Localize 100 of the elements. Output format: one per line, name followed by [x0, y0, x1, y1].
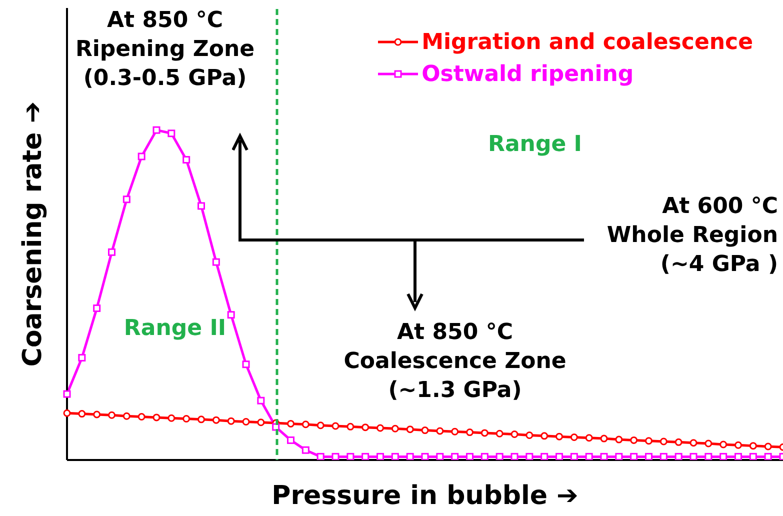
point: [362, 452, 370, 460]
point: [421, 452, 429, 460]
point: [63, 409, 71, 417]
point: [257, 396, 265, 404]
point: [466, 428, 474, 436]
point: [764, 452, 772, 460]
point: [122, 412, 130, 420]
point: [734, 441, 742, 449]
point: [764, 442, 772, 450]
point: [302, 446, 310, 454]
point: [585, 434, 593, 442]
point: [600, 452, 608, 460]
point: [406, 452, 414, 460]
point: [168, 414, 176, 422]
point: [362, 424, 370, 432]
point: [674, 452, 682, 460]
point: [570, 433, 578, 441]
point: [391, 452, 399, 460]
point: [704, 452, 712, 460]
point: [376, 452, 384, 460]
point: [376, 424, 384, 432]
point: [556, 432, 563, 440]
point: [212, 258, 220, 266]
point: [302, 420, 310, 428]
point: [645, 437, 652, 445]
point: [526, 452, 534, 460]
point: [257, 418, 265, 426]
point: [436, 427, 444, 435]
point: [660, 452, 668, 460]
x-axis-title: Pressure in bubble ➔: [272, 481, 578, 511]
point: [749, 442, 757, 450]
point: [152, 126, 160, 134]
point: [630, 452, 638, 460]
point: [704, 440, 712, 448]
point: [540, 452, 548, 460]
point: [496, 430, 504, 438]
point: [212, 416, 220, 424]
annotation: At 850 °C Coalescence Zone (~1.3 GPa): [342, 319, 568, 405]
point: [316, 452, 324, 460]
point: [346, 422, 354, 430]
point: [138, 413, 146, 421]
point: [198, 202, 205, 210]
point: [615, 452, 623, 460]
point: [168, 130, 176, 138]
point: [660, 438, 668, 446]
point: [585, 452, 593, 460]
point: [63, 390, 71, 398]
point: [421, 426, 429, 434]
point: [78, 410, 86, 418]
legend-label: Ostwald ripening: [422, 62, 634, 86]
point: [316, 422, 324, 430]
point: [108, 411, 116, 419]
point: [138, 152, 146, 160]
point: [570, 452, 578, 460]
point: [332, 452, 340, 460]
point: [451, 452, 459, 460]
point: [242, 418, 250, 426]
point: [630, 436, 638, 444]
point: [436, 452, 444, 460]
point: [122, 196, 130, 204]
point: [466, 452, 474, 460]
point: [526, 432, 534, 440]
annotation: Range I: [487, 131, 583, 159]
annotation: At 600 °C Whole Region (~4 GPa ): [606, 193, 778, 279]
point: [720, 452, 728, 460]
point: [556, 452, 563, 460]
point: [540, 432, 548, 440]
point: [182, 415, 190, 423]
point: [332, 422, 340, 430]
point: [690, 439, 698, 447]
point: [78, 354, 86, 362]
annotation: Range II: [122, 315, 228, 343]
point: [600, 434, 608, 442]
text: At 850 °C Ripening Zone (0.3-0.5 GPa): [74, 7, 256, 93]
point: [346, 452, 354, 460]
point: [93, 410, 101, 418]
point: [287, 436, 294, 444]
point: [510, 430, 518, 438]
point: [287, 420, 294, 428]
point: [227, 417, 235, 425]
point: [152, 414, 160, 422]
point: [674, 438, 682, 446]
legend-label: Migration and coalescence: [422, 30, 753, 54]
point: [108, 248, 116, 256]
point: [510, 452, 518, 460]
point: [749, 452, 757, 460]
y-axis-title: Coarsening rate ➔: [18, 101, 48, 367]
point: [720, 440, 728, 448]
point: [93, 304, 101, 312]
point: [496, 452, 504, 460]
point: [645, 452, 652, 460]
point: [690, 452, 698, 460]
point: [480, 429, 488, 437]
point: [480, 452, 488, 460]
point: [734, 452, 742, 460]
point: [198, 416, 205, 424]
point: [242, 360, 250, 368]
point: [615, 436, 623, 444]
point: [182, 156, 190, 164]
point: [406, 426, 414, 434]
